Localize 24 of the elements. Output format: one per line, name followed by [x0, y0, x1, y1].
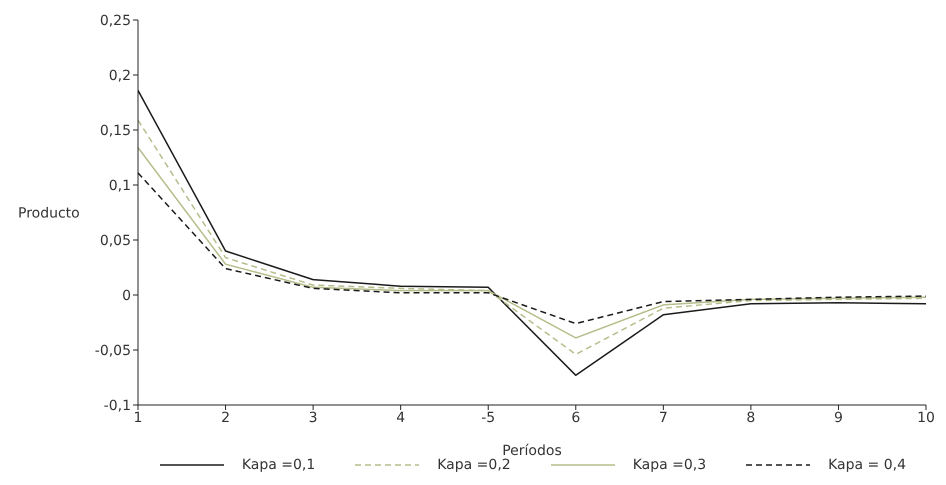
x-tick-label: 1: [134, 410, 142, 426]
x-tick-label: 9: [834, 410, 843, 426]
legend-label: Kapa = 0,4: [828, 457, 906, 473]
y-tick-label: 0,1: [108, 178, 131, 194]
legend-label: Kapa =0,1: [242, 457, 316, 473]
y-tick-label: 0,05: [100, 232, 131, 249]
y-tick-label: -0,05: [94, 342, 131, 359]
y-tick-label: 0,15: [100, 122, 131, 139]
x-axis-title: Períodos: [502, 443, 562, 459]
x-tick-label: -5: [481, 410, 496, 426]
x-tick-label: 8: [746, 410, 756, 426]
x-tick-label: 6: [571, 410, 580, 426]
x-tick-label: 10: [917, 410, 935, 426]
y-axis-title: Producto: [18, 205, 80, 222]
legend-label: Kapa =0,3: [632, 457, 706, 473]
y-tick-label: 0,2: [108, 68, 131, 84]
x-tick-label: 3: [308, 410, 318, 426]
y-tick-label: 0,25: [100, 12, 131, 29]
x-tick-label: 2: [221, 410, 230, 426]
x-tick-label: 7: [658, 410, 668, 426]
legend-label: Kapa =0,2: [437, 457, 511, 473]
x-tick-label: 4: [396, 410, 406, 426]
y-tick-label: 0: [122, 288, 131, 304]
y-tick-label: -0,1: [104, 398, 131, 414]
